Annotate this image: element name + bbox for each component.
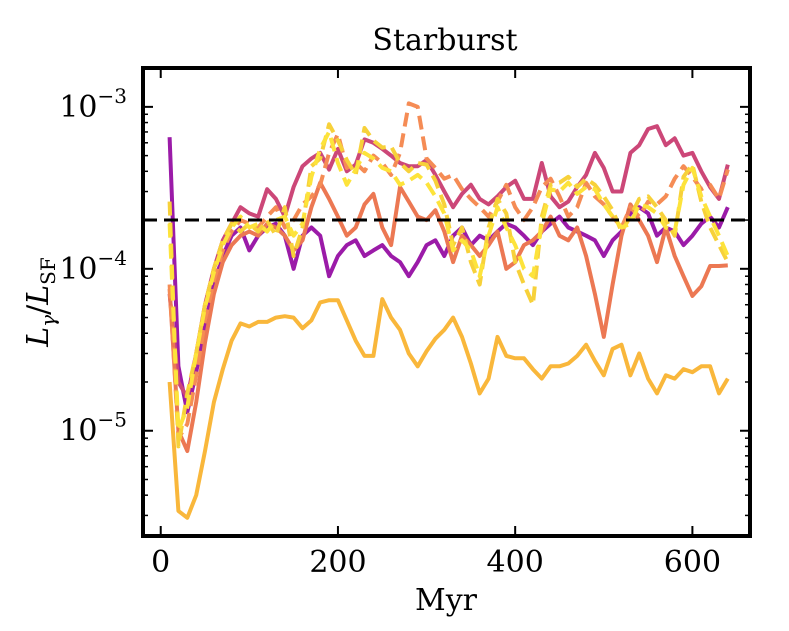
y-axis-label: Lγ/LSF [21, 257, 60, 348]
series-line-gold-solid [167, 297, 730, 520]
plot-frame [141, 66, 752, 538]
x-tick-label: 0 [151, 545, 170, 580]
series-line-yellow-dashed-2 [167, 129, 730, 433]
x-tick-label: 400 [487, 545, 544, 580]
y-label-main-1: L [21, 327, 56, 348]
y-label-main-2: L [21, 285, 56, 306]
series-line-magenta-solid [167, 124, 730, 400]
y-tick-label: 10−3 [59, 84, 127, 125]
y-tick-label: 10−4 [59, 246, 127, 287]
y-label-sub-1: γ [36, 315, 60, 327]
y-label-sub-2: SF [36, 257, 60, 285]
y-tick-label: 10−5 [59, 408, 127, 449]
x-tick-label: 200 [309, 545, 366, 580]
chart-title: Starburst [372, 23, 517, 58]
series-line-orange-dashed [167, 101, 730, 441]
x-axis-label: Myr [415, 583, 478, 618]
x-tick-label: 600 [664, 545, 721, 580]
svg-text:Lγ/LSF: Lγ/LSF [21, 257, 60, 348]
series-line-yellow-dashed [167, 122, 730, 449]
